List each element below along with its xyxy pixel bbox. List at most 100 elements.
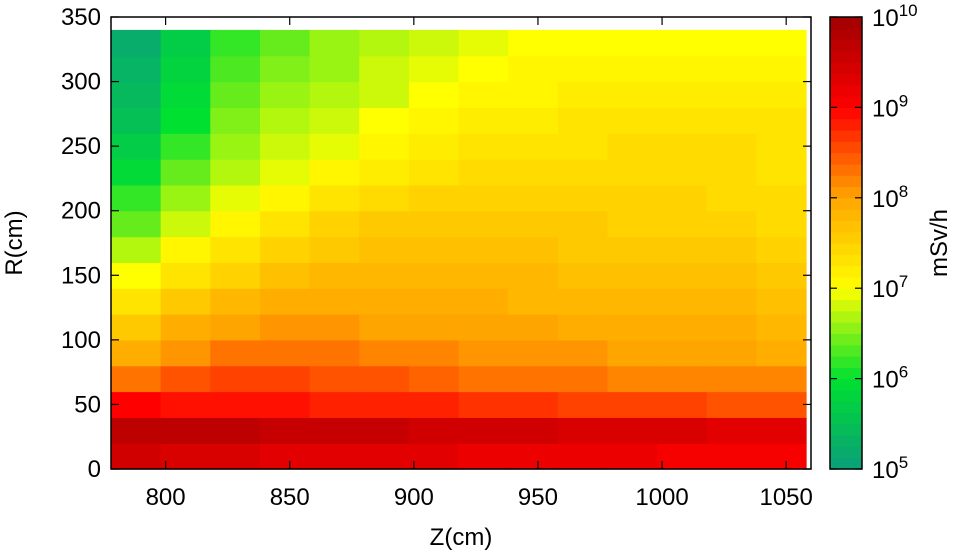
heatmap-cell [160,107,211,134]
colorbar-band [830,243,862,255]
heatmap-cell [458,55,509,83]
heatmap-cell [657,184,708,212]
heatmap-cell [309,29,360,57]
heatmap-cell [756,210,807,238]
heatmap-cell [706,81,757,108]
heatmap-cell [359,443,410,470]
heatmap-cell [508,417,559,444]
colorbar-band [830,186,862,199]
colorbar-band [830,107,862,120]
heatmap-cell [657,339,708,367]
colorbar-band [830,367,862,380]
heatmap-cell [706,288,757,315]
colorbar-band [830,28,862,41]
heatmap-cell [111,391,162,418]
colorbar-band [830,412,862,425]
heatmap-cell [259,365,311,393]
heatmap-cell [111,29,162,57]
heatmap-cell [259,314,311,341]
colorbar-band [830,457,862,470]
heatmap-cell [408,339,460,367]
heatmap-cell [557,443,609,470]
colorbar-band [830,254,862,267]
heatmap-cell [458,107,509,134]
heatmap-cell [210,443,261,470]
colorbar-band [830,265,862,278]
heatmap-cell [458,236,509,263]
heatmap-cell [210,107,261,134]
colorbar-band [830,333,862,346]
heatmap-cell [657,55,708,83]
heatmap-cell [210,339,261,367]
heatmap-cell [607,262,658,289]
heatmap-cell [557,210,609,238]
heatmap-cell [259,236,311,263]
heatmap-cell [210,365,261,393]
colorbar-band [830,17,862,29]
heatmap-cell [706,107,757,134]
heatmap-cell [408,262,460,289]
colorbar-band [830,62,862,75]
colorbar [829,16,863,470]
heatmap-cell [309,107,360,134]
heatmap-cell [359,159,410,186]
heatmap-cell [210,81,261,108]
heatmap-cell [309,339,360,367]
x-axis-ticks: 800 850 900 950 1000 1050 [146,17,813,511]
heatmap-cell [259,391,311,418]
heatmap-cell [706,443,757,470]
heatmap-cell [210,391,261,418]
heatmap-cell [259,262,311,289]
heatmap-cell [160,391,211,418]
y-axis-label: R(cm) [1,210,28,275]
heatmap-cell [309,184,360,212]
heatmap-cell [458,391,509,418]
heatmap-cell [259,133,311,160]
heatmap-cell [111,107,162,134]
y-tick-label: 200 [61,198,101,225]
heatmap-cell [210,29,261,57]
colorbar-band [830,322,862,334]
heatmap-cell [508,288,559,315]
colorbar-band [830,220,862,233]
heatmap-cell [359,107,410,134]
heatmap-cell [657,288,708,315]
heatmap-cell [309,159,360,186]
heatmap-cell [160,443,211,470]
heatmap-cell [557,81,609,108]
heatmap-cell [557,288,609,315]
heatmap-cell [309,55,360,83]
heatmap-cell [359,339,410,367]
heatmap-cell [706,391,757,418]
heatmap-cell [359,417,410,444]
heatmap-cell [557,107,609,134]
heatmap-cell [210,417,261,444]
heatmap-cell [657,236,708,263]
x-tick-label: 900 [394,484,434,511]
heatmap-cell [160,288,211,315]
heatmap-cell [210,314,261,341]
colorbar-band [830,356,862,368]
heatmap-cell [607,184,658,212]
heatmap-cell [408,159,460,186]
colorbar-band [830,152,862,165]
colorbar-band [830,231,862,244]
heatmap-cell [657,210,708,238]
heatmap-cell [408,210,460,238]
heatmap-cell [508,159,559,186]
heatmap-cell [508,262,559,289]
heatmap-cell [111,81,162,108]
heatmap-cell [706,417,757,444]
heatmap-cell [607,107,658,134]
heatmap-cell [458,339,509,367]
heatmap-cell [557,365,609,393]
y-tick-label: 0 [88,456,101,483]
heatmap-cell [607,210,658,238]
heatmap-cell [359,29,410,57]
heatmap-cell [657,262,708,289]
heatmap-cell [508,29,559,57]
heatmap-cell [756,81,807,108]
heatmap-cell [607,288,658,315]
heatmap-cell [557,236,609,263]
colorbar-band [830,163,862,176]
